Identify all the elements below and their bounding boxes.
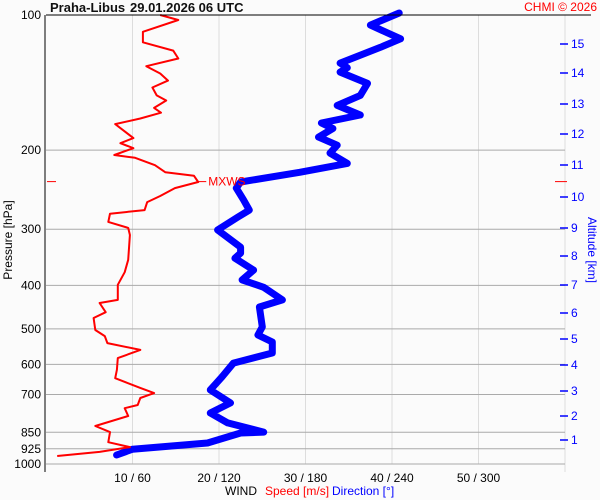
max-wind-label: MXWS <box>208 175 245 189</box>
pressure-tick-label: 100 <box>21 8 41 22</box>
x-tick-label: 30 / 180 <box>284 471 328 485</box>
pressure-tick-label: 500 <box>21 322 41 336</box>
speed-line <box>57 14 200 457</box>
pressure-tick-label: 700 <box>21 387 41 401</box>
altitude-tick-label: 8 <box>571 249 578 263</box>
altitude-tick-label: 4 <box>571 358 578 372</box>
pressure-tick-label: 850 <box>21 425 41 439</box>
altitude-tick-label: 7 <box>571 278 578 292</box>
altitude-tick-label: 3 <box>571 384 578 398</box>
station-name: Praha-Libus <box>50 0 125 15</box>
x-tick-label: 40 / 240 <box>370 471 414 485</box>
altitude-tick-label: 11 <box>571 158 584 172</box>
x-label-speed: Speed [m/s] <box>265 484 329 498</box>
altitude-tick-label: 10 <box>571 190 585 204</box>
pressure-tick-label: 200 <box>21 143 41 157</box>
x-tick-label: 20 / 120 <box>197 471 241 485</box>
y-axis-label: Pressure [hPa] <box>1 200 15 279</box>
pressure-tick-label: 400 <box>21 278 41 292</box>
pressure-tick-label: 1000 <box>14 457 41 471</box>
altitude-tick-label: 14 <box>571 66 585 80</box>
axes: 10 / 60 20 / 120 30 / 180 40 / 240 50 / 300 1… <box>14 8 591 485</box>
altitude-tick-label: 12 <box>571 127 585 141</box>
altitude-tick-label: 9 <box>571 221 578 235</box>
pressure-tick-label: 925 <box>21 442 41 456</box>
x-label-wind: WIND <box>225 484 257 498</box>
series-layer: MXWS <box>57 9 405 459</box>
altitude-tick-label: 2 <box>571 409 578 423</box>
x-tick-label: 50 / 300 <box>457 471 501 485</box>
date-time: 29.01.2026 06 UTC <box>130 0 244 15</box>
x-tick-label: 10 / 60 <box>114 471 151 485</box>
altitude-tick-label: 1 <box>571 433 578 447</box>
pressure-tick-label: 600 <box>21 357 41 371</box>
altitude-tick-label: 5 <box>571 332 578 346</box>
grid <box>46 15 566 472</box>
x-label-direction: Direction [°] <box>332 484 394 498</box>
credit: CHMI © 2026 <box>524 0 597 14</box>
altitude-tick-label: 13 <box>571 97 585 111</box>
altitude-tick-label: 15 <box>571 37 585 51</box>
altitude-tick-label: 6 <box>571 306 578 320</box>
pressure-tick-label: 300 <box>21 222 41 236</box>
direction-line <box>113 9 405 459</box>
y2-axis-label: Altitude [km] <box>585 217 599 283</box>
